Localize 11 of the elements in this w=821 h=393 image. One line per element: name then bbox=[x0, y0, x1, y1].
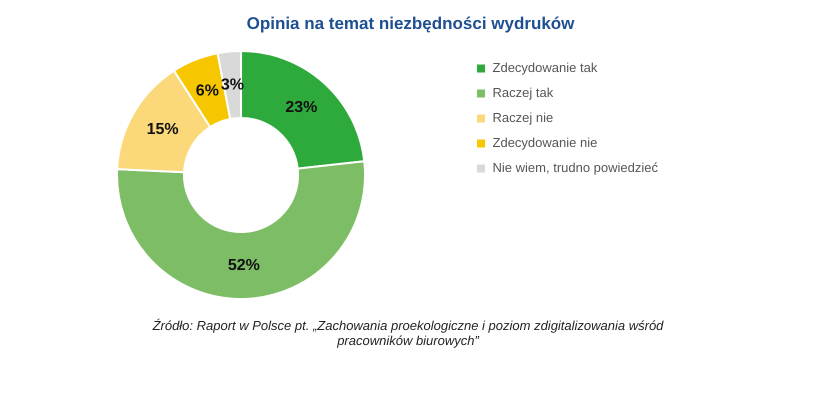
data-label: 23% bbox=[285, 98, 318, 116]
text: Źródło: Raport w Polsce pt. „Zachowania proekologiczne i poziom zdigitalizowania wśród pracowników biurowych” bbox=[151, 318, 665, 348]
legend-label: Zdecydowanie tak bbox=[492, 60, 598, 76]
legend-label: Raczej nie bbox=[492, 110, 554, 126]
legend-label: Zdecydowanie nie bbox=[492, 135, 598, 150]
data-label: 15% bbox=[146, 121, 179, 138]
data-label: 52% bbox=[228, 256, 260, 274]
legend-label: Nie wiem, trudno powiedzieć bbox=[492, 160, 658, 176]
chart-title: Opinia na temat niezbędności wydruków bbox=[246, 14, 576, 34]
legend-label: Raczej tak bbox=[492, 85, 554, 100]
data-label: 6% bbox=[196, 82, 219, 100]
